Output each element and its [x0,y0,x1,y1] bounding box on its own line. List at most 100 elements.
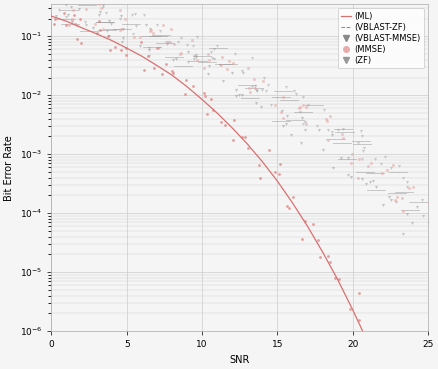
Point [42,0,49,5]
Point [117,48,124,54]
Point [277,108,284,114]
Point [339,135,346,141]
Point [93,30,100,36]
Point [81,19,88,25]
Point [310,135,317,141]
Point [75,6,82,12]
Point [226,58,233,64]
Point [336,276,343,282]
Point [279,123,286,129]
Point [191,61,198,67]
Point [65,1,72,7]
Point [74,0,81,1]
Point [258,104,265,110]
Point [405,185,412,191]
Point [185,59,192,65]
Point [272,169,279,175]
Point [355,290,362,296]
Point [297,104,304,110]
Point [239,134,246,140]
Point [181,91,188,97]
Point [340,127,347,132]
Point [127,25,134,31]
Point [122,52,129,58]
Point [380,201,387,207]
Point [284,203,291,209]
Point [205,51,212,57]
Point [209,55,216,61]
Point [355,152,362,158]
Point [63,22,70,28]
Point [204,111,211,117]
Point [197,42,204,48]
Point [162,61,170,66]
Point [223,83,230,89]
(ML) [109,38,114,43]
Point [131,34,138,40]
Point [89,25,96,31]
Point [359,163,366,169]
Point [217,62,224,68]
Point [283,121,290,127]
Point [316,254,323,260]
Point [219,77,226,83]
Point [206,57,213,63]
Point [213,44,220,49]
Point [376,149,383,155]
Point [303,104,310,110]
Point [267,98,274,104]
Point [262,88,269,94]
Point [120,27,127,32]
Point [419,197,426,203]
Point [97,9,104,15]
Point [369,178,376,184]
Point [329,165,336,171]
Point [92,21,99,27]
Point [121,16,128,22]
Point [323,118,330,124]
Point [253,87,260,93]
Point [207,49,214,55]
Point [268,101,275,107]
Point [103,30,110,35]
Point [288,132,295,138]
Point [289,194,296,200]
Point [137,39,144,45]
Point [394,194,401,200]
Point [99,2,106,8]
Point [344,155,351,161]
Point [285,101,292,107]
Point [379,170,386,176]
Point [178,35,185,41]
Point [145,47,152,53]
Point [69,7,76,13]
Point [96,27,103,33]
Point [106,18,113,24]
Point [44,11,51,17]
Point [278,108,285,114]
Point [257,175,264,181]
Point [45,12,52,18]
Point [253,92,260,98]
Point [322,116,329,122]
Point [230,117,237,123]
X-axis label: SNR: SNR [230,355,250,365]
Point [51,0,58,6]
Point [248,84,255,90]
Point [253,88,260,94]
Point [245,86,252,92]
Point [83,29,90,35]
Point [425,199,432,205]
Point [431,206,438,212]
Point [233,93,240,99]
Point [339,131,346,137]
Point [134,25,141,31]
Point [335,148,342,154]
Point [210,46,217,52]
Point [143,22,150,28]
Point [172,56,179,62]
Point [170,57,177,63]
Point [230,137,237,143]
Point [360,337,367,343]
Point [259,87,266,93]
